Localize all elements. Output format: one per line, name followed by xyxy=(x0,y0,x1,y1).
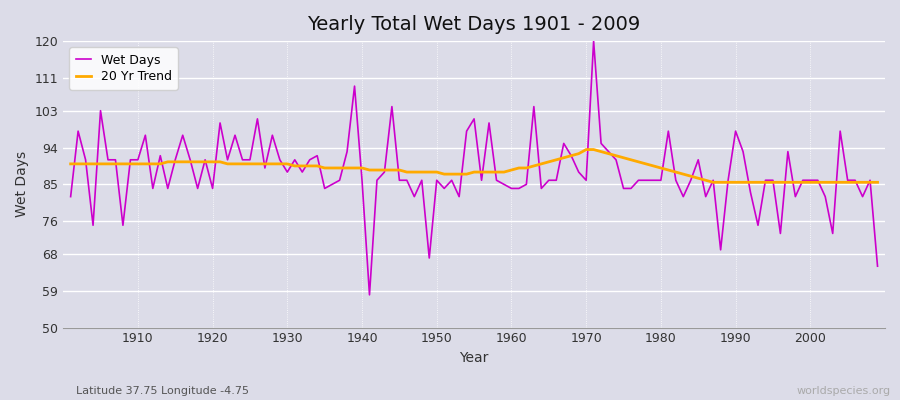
Wet Days xyxy=(872,264,883,268)
X-axis label: Year: Year xyxy=(459,351,489,365)
20 Yr Trend xyxy=(334,166,345,170)
Text: worldspecies.org: worldspecies.org xyxy=(796,386,891,396)
Wet Days xyxy=(589,39,599,44)
20 Yr Trend xyxy=(603,151,614,156)
Wet Days xyxy=(290,157,301,162)
Wet Days xyxy=(65,194,76,199)
Wet Days xyxy=(364,292,375,297)
20 Yr Trend xyxy=(580,147,591,152)
Wet Days xyxy=(125,157,136,162)
Title: Yearly Total Wet Days 1901 - 2009: Yearly Total Wet Days 1901 - 2009 xyxy=(308,15,641,34)
20 Yr Trend xyxy=(65,162,76,166)
Line: Wet Days: Wet Days xyxy=(70,41,878,295)
Y-axis label: Wet Days: Wet Days xyxy=(15,151,29,218)
Wet Days xyxy=(334,178,345,183)
20 Yr Trend xyxy=(499,170,509,174)
Wet Days xyxy=(514,186,525,191)
Text: Latitude 37.75 Longitude -4.75: Latitude 37.75 Longitude -4.75 xyxy=(76,386,249,396)
Legend: Wet Days, 20 Yr Trend: Wet Days, 20 Yr Trend xyxy=(69,47,178,90)
20 Yr Trend xyxy=(290,164,301,168)
Wet Days xyxy=(506,186,517,191)
20 Yr Trend xyxy=(872,180,883,185)
Line: 20 Yr Trend: 20 Yr Trend xyxy=(70,150,878,182)
20 Yr Trend xyxy=(707,180,718,185)
Wet Days xyxy=(610,157,621,162)
20 Yr Trend xyxy=(506,168,517,172)
20 Yr Trend xyxy=(125,162,136,166)
